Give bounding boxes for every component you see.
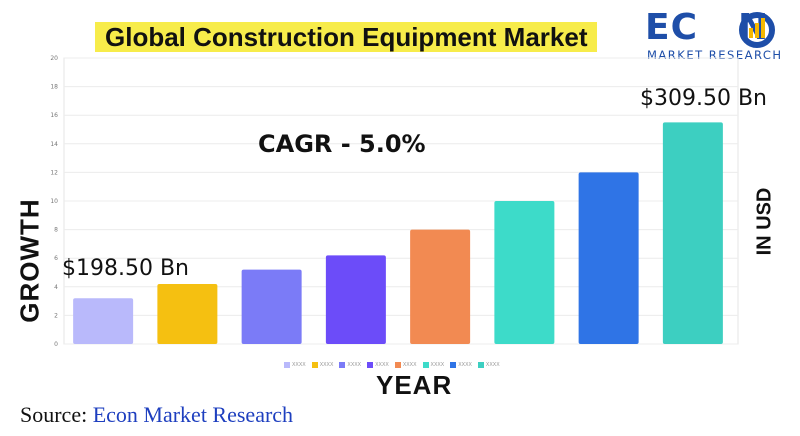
bar: [157, 283, 218, 344]
y-tick-label: 10: [50, 198, 58, 205]
brand-logo: EC N MARKET RESEARCH: [645, 8, 795, 68]
legend-swatch: [367, 362, 374, 368]
legend-item: XXXX: [422, 360, 445, 370]
legend-item: XXXX: [450, 360, 472, 370]
legend-swatch: [422, 362, 429, 368]
legend-label: XXXX: [402, 362, 417, 368]
bar: [73, 298, 134, 344]
legend-swatch: [284, 362, 290, 368]
chart-bars: [73, 122, 723, 344]
bar: [325, 255, 386, 344]
legend-swatch: [450, 362, 457, 368]
end-value-annotation: $309.50 Bn: [640, 86, 768, 111]
y-tick-label: 16: [50, 112, 58, 119]
legend-label: XXXX: [292, 362, 306, 368]
bar: [241, 269, 302, 344]
logo-o-chart-icon: [739, 12, 775, 48]
source-name: Econ Market Research: [92, 402, 294, 427]
y-tick-label: 20: [50, 55, 58, 62]
cagr-annotation: CAGR - 5.0%: [258, 130, 426, 158]
legend-label: XXXX: [430, 362, 445, 368]
legend-label: XXXX: [458, 362, 472, 368]
x-axis-label: YEAR: [376, 370, 453, 400]
chart-title: Global Construction Equipment Market: [95, 22, 598, 52]
chart-legend: XXXX XXXX XXXX XXXX XXXX XXXX XXXX XXXX: [284, 360, 500, 370]
bar: [410, 229, 471, 344]
y-tick-label: 18: [50, 84, 58, 91]
legend-label: XXXX: [319, 362, 334, 368]
y2-axis-label: IN USD: [753, 187, 776, 256]
legend-item: XXXX: [394, 360, 417, 370]
legend-label: XXXX: [347, 362, 362, 368]
chart-y-ticks: 0 2 4 6 8 10 12 14 16 18 20: [50, 55, 58, 348]
legend-item: XXXX: [367, 360, 389, 370]
legend-swatch: [311, 362, 318, 368]
source-prefix: Source:: [20, 402, 93, 427]
y-tick-label: 0: [54, 341, 58, 348]
y-axis-label: GROWTH: [14, 198, 45, 323]
legend-swatch: [339, 362, 346, 368]
y-tick-label: 12: [50, 169, 58, 176]
start-value-annotation: $198.50 Bn: [62, 256, 190, 281]
bar: [494, 201, 555, 344]
y-tick-label: 2: [54, 312, 58, 319]
bar: [578, 172, 639, 344]
legend-label: XXXX: [375, 362, 389, 368]
logo-word-left: EC: [645, 7, 699, 48]
y-tick-label: 4: [54, 284, 58, 291]
legend-swatch: [394, 362, 401, 368]
legend-swatch: [477, 362, 484, 368]
legend-label: XXXX: [485, 362, 500, 368]
bar: [662, 122, 723, 344]
legend-item: XXXX: [311, 360, 334, 370]
legend-item: XXXX: [339, 360, 361, 370]
y-tick-label: 8: [54, 227, 58, 234]
source-line: Source: Econ Market Research: [20, 402, 293, 428]
legend-item: XXXX: [284, 360, 306, 370]
legend-item: XXXX: [477, 360, 500, 370]
y-tick-label: 14: [50, 141, 58, 148]
y-tick-label: 6: [54, 255, 58, 262]
